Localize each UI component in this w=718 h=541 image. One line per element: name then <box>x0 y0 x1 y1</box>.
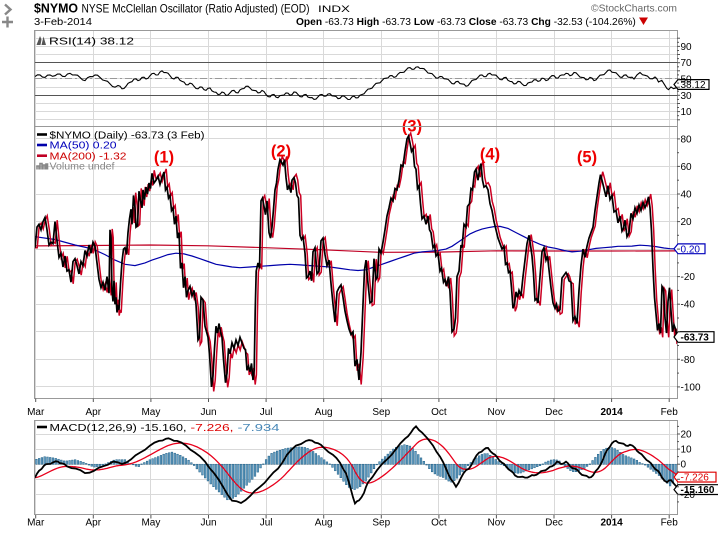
svg-text:Oct: Oct <box>431 518 447 529</box>
svg-text:Volume undef: Volume undef <box>50 161 115 173</box>
svg-text:Sep: Sep <box>372 407 390 418</box>
svg-text:Sep: Sep <box>372 518 390 529</box>
svg-text:Jul: Jul <box>260 518 273 529</box>
svg-text:NYSE McClellan Oscillator (Rat: NYSE McClellan Oscillator (Ratio Adjuste… <box>82 2 310 16</box>
svg-text:Mar: Mar <box>27 407 45 418</box>
svg-text:Dec: Dec <box>545 407 563 418</box>
svg-text:INDX: INDX <box>318 4 351 15</box>
svg-text:20: 20 <box>681 217 693 228</box>
svg-text:3-Feb-2014: 3-Feb-2014 <box>34 16 92 28</box>
svg-text:0.20: 0.20 <box>681 244 701 255</box>
svg-text:80: 80 <box>681 134 693 145</box>
svg-text:38.12: 38.12 <box>681 80 706 91</box>
svg-text:50: 50 <box>681 75 693 86</box>
svg-text:©StockCharts.com: ©StockCharts.com <box>591 4 677 15</box>
svg-text:-63.73: -63.73 <box>681 333 710 344</box>
svg-text:Mar: Mar <box>27 518 45 529</box>
svg-text:(2): (2) <box>271 143 291 161</box>
svg-text:(1): (1) <box>154 149 174 167</box>
svg-text:20: 20 <box>681 430 693 441</box>
svg-text:-20: -20 <box>681 272 696 283</box>
svg-text:-20: -20 <box>681 490 696 501</box>
svg-text:Nov: Nov <box>488 407 506 418</box>
svg-text:60: 60 <box>681 162 693 173</box>
svg-text:Oct: Oct <box>431 407 447 418</box>
svg-text:May: May <box>141 407 160 418</box>
svg-text:$NYMO (Daily) -63.73 (3 Feb): $NYMO (Daily) -63.73 (3 Feb) <box>50 130 205 142</box>
svg-text:Feb: Feb <box>661 518 679 529</box>
svg-text:(5): (5) <box>577 149 597 167</box>
svg-text:Dec: Dec <box>545 518 563 529</box>
svg-text:Jun: Jun <box>200 518 216 529</box>
svg-text:(4): (4) <box>480 146 500 164</box>
svg-text:MACD(12,26,9) -15.160,-7.226,-: MACD(12,26,9) -15.160, -7.226, -7.934 <box>50 422 280 434</box>
svg-text:$NYMO: $NYMO <box>34 2 78 16</box>
svg-text:-15.160: -15.160 <box>681 485 715 496</box>
svg-text:Nov: Nov <box>488 518 506 529</box>
svg-text:-40: -40 <box>681 300 696 311</box>
svg-text:2014: 2014 <box>600 518 623 529</box>
svg-text:0: 0 <box>681 460 687 471</box>
svg-text:-7.226: -7.226 <box>681 473 710 484</box>
svg-text:10: 10 <box>681 107 693 118</box>
svg-text:Apr: Apr <box>86 407 102 418</box>
svg-text:90: 90 <box>681 42 693 53</box>
svg-text:Feb: Feb <box>661 407 679 418</box>
svg-text:-100: -100 <box>681 382 701 393</box>
svg-text:Jul: Jul <box>260 407 273 418</box>
svg-text:-80: -80 <box>681 355 696 366</box>
svg-text:30: 30 <box>681 91 693 102</box>
svg-text:RSI(14) 38.12: RSI(14) 38.12 <box>49 36 134 48</box>
svg-text:10: 10 <box>681 445 693 456</box>
svg-text:Apr: Apr <box>86 518 102 529</box>
svg-text:Aug: Aug <box>315 407 333 418</box>
svg-text:70: 70 <box>681 58 693 69</box>
svg-text:2014: 2014 <box>600 407 623 418</box>
svg-text:MA(200) -1.32: MA(200) -1.32 <box>50 150 127 162</box>
svg-text:Aug: Aug <box>315 518 333 529</box>
svg-text:Open -63.73 High -63.73 Low -6: Open -63.73 High -63.73 Low -63.73 Close… <box>296 17 636 28</box>
svg-text:40: 40 <box>681 190 693 201</box>
svg-text:May: May <box>141 518 160 529</box>
svg-text:Jun: Jun <box>200 407 216 418</box>
svg-text:MA(50) 0.20: MA(50) 0.20 <box>50 140 117 152</box>
